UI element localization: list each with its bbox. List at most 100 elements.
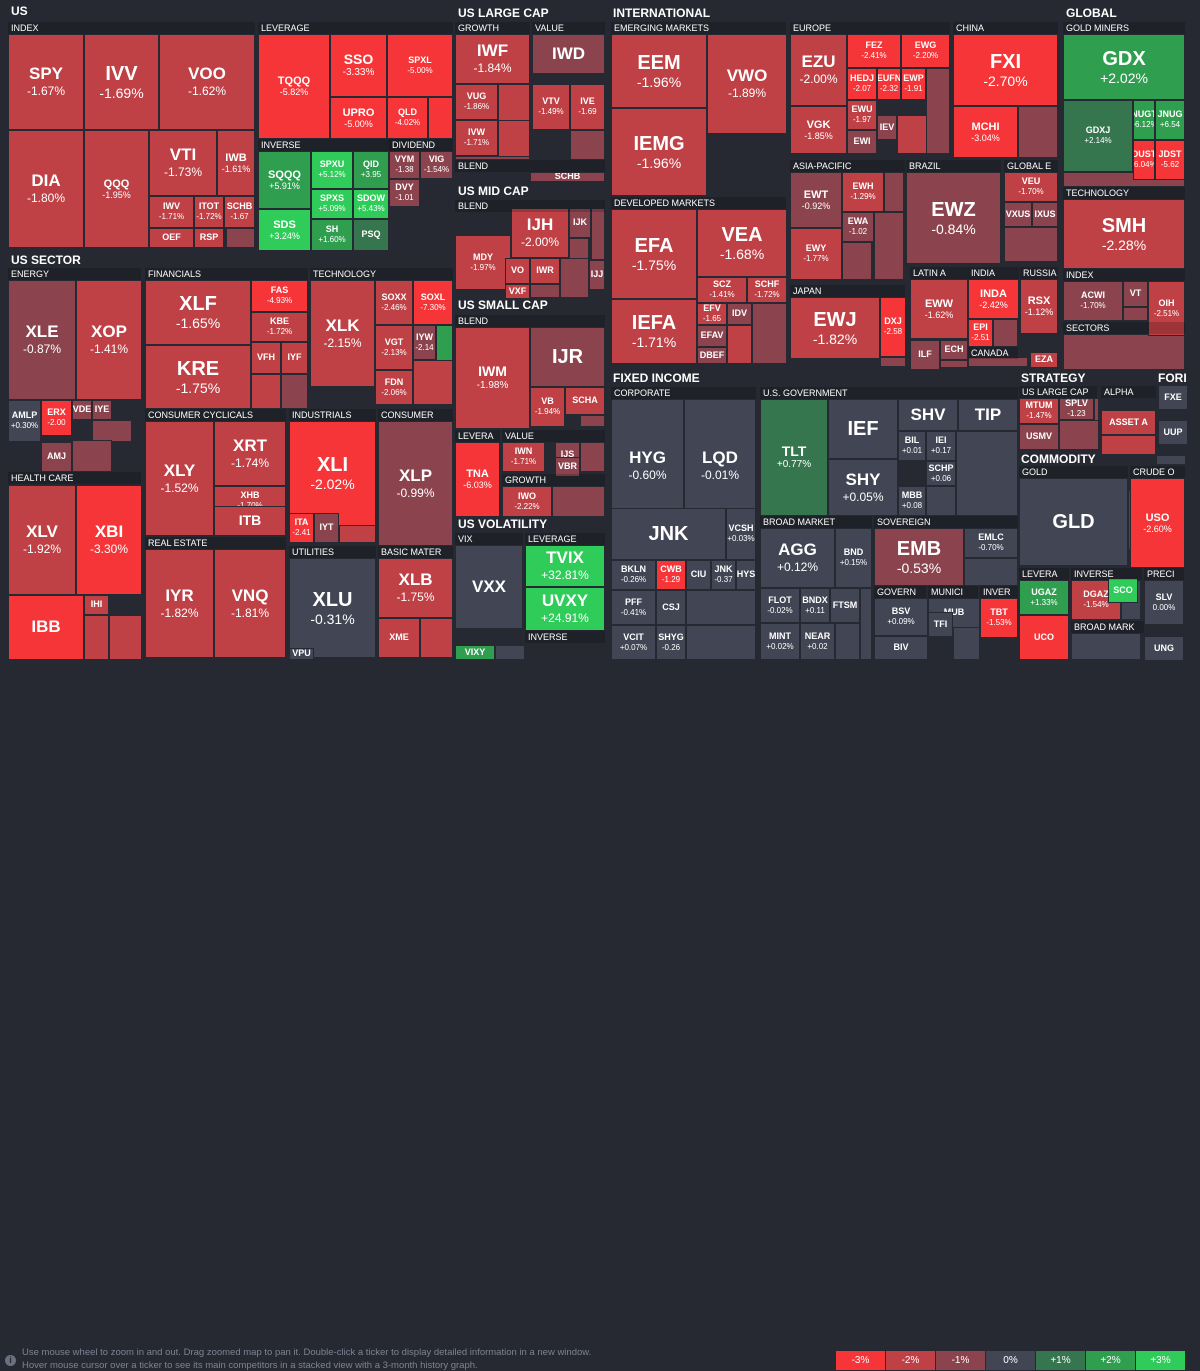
ticker-tile[interactable]: EFA -1.75% (611, 209, 697, 299)
ticker-tile[interactable]: IJH -2.00% (511, 208, 569, 258)
ticker-tile[interactable]: VWO -1.89% (707, 34, 787, 134)
ticker-tile[interactable]: IWV -1.71% (149, 196, 194, 228)
ticker-tile[interactable]: EFAV (697, 325, 727, 347)
small-ticker-cell[interactable] (884, 172, 904, 212)
ticker-tile[interactable]: ILF (910, 340, 940, 370)
ticker-tile[interactable]: BND +0.15% (835, 528, 872, 588)
ticker-tile[interactable]: MBB +0.08 (898, 486, 926, 516)
small-ticker-cell[interactable] (109, 615, 142, 660)
ticker-tile[interactable]: JDST -5.62 (1155, 140, 1185, 180)
small-ticker-cell[interactable] (842, 242, 872, 280)
ticker-tile[interactable]: IEI +0.17 (926, 431, 956, 461)
ticker-tile[interactable]: XBI -3.30% (76, 485, 142, 595)
ticker-tile[interactable]: SPY -1.67% (8, 34, 84, 130)
ticker-tile[interactable]: XLU -0.31% (289, 558, 376, 658)
small-ticker-cell[interactable] (413, 360, 453, 405)
ticker-tile[interactable]: VIXY (455, 645, 495, 660)
ticker-tile[interactable]: FXE (1158, 385, 1188, 410)
ticker-tile[interactable]: ACWI -1.70% (1063, 281, 1123, 321)
ticker-tile[interactable]: SLV 0.00% (1144, 580, 1184, 625)
ticker-tile[interactable]: QID +3.95 (353, 151, 389, 189)
small-ticker-cell[interactable] (251, 374, 281, 409)
ticker-tile[interactable]: SPLV -1.23 (1059, 398, 1094, 420)
small-ticker-cell[interactable] (727, 325, 752, 364)
ticker-tile[interactable]: SCHA (565, 387, 605, 415)
ticker-tile[interactable]: UCO (1019, 615, 1069, 660)
ticker-tile[interactable]: XLP -0.99% (378, 421, 453, 546)
ticker-tile[interactable]: EWW -1.62% (910, 279, 968, 339)
ticker-tile[interactable]: BIL +0.01 (898, 431, 926, 461)
ticker-tile[interactable]: SDS +3.24% (258, 209, 311, 251)
small-ticker-cell[interactable] (72, 440, 112, 472)
ticker-tile[interactable]: VFH (251, 342, 281, 374)
ticker-tile[interactable]: IWR (530, 258, 560, 284)
small-ticker-cell[interactable] (580, 442, 605, 472)
ticker-tile[interactable]: XLY -1.52% (145, 421, 214, 536)
ticker-tile[interactable]: EEM -1.96% (611, 34, 707, 108)
small-ticker-cell[interactable] (686, 625, 756, 660)
ticker-tile[interactable]: INDA -2.42% (968, 279, 1019, 319)
ticker-tile[interactable]: EZU -2.00% (790, 34, 847, 106)
ticker-tile[interactable]: TNA -6.03% (455, 442, 500, 517)
ticker-tile[interactable]: UUP (1158, 420, 1188, 445)
ticker-tile[interactable]: IVE -1.69 (570, 84, 605, 130)
ticker-tile[interactable]: AGG +0.12% (760, 528, 835, 588)
ticker-tile[interactable]: SSO -3.33% (330, 34, 387, 97)
ticker-tile[interactable]: BSV +0.09% (874, 598, 928, 636)
ticker-tile[interactable]: SHY +0.05% (828, 459, 898, 516)
ticker-tile[interactable]: EWI (847, 130, 877, 154)
ticker-tile[interactable]: VPU (289, 648, 314, 660)
legend-item[interactable]: -2% (886, 1351, 935, 1370)
ticker-tile[interactable]: VYM -1.38 (389, 151, 420, 179)
ticker-tile[interactable]: FLOT -0.02% (760, 588, 800, 623)
ticker-tile[interactable]: VXX (455, 545, 523, 629)
ticker-tile[interactable]: IEFA -1.71% (611, 299, 697, 364)
small-ticker-cell[interactable] (1018, 106, 1058, 158)
ticker-tile[interactable]: SHV (898, 399, 958, 431)
ticker-tile[interactable]: IJR (530, 327, 605, 387)
ticker-tile[interactable]: IXUS (1032, 202, 1058, 227)
ticker-tile[interactable]: EWU -1.97 (847, 100, 877, 130)
small-ticker-cell[interactable] (1071, 633, 1141, 660)
ticker-tile[interactable]: XLV -1.92% (8, 485, 76, 595)
small-ticker-cell[interactable] (1123, 307, 1148, 321)
ticker-tile[interactable]: DUST-6.04% (1133, 140, 1155, 180)
ticker-tile[interactable]: GDX +2.02% (1063, 34, 1185, 100)
ticker-tile[interactable]: UPRO -5.00% (330, 97, 387, 139)
ticker-tile[interactable]: VEA -1.68% (697, 209, 787, 277)
legend-item[interactable]: +3% (1136, 1351, 1185, 1370)
ticker-tile[interactable]: SOXL -7.30% (413, 280, 453, 325)
ticker-tile[interactable]: VXF (505, 284, 530, 299)
ticker-tile[interactable]: XOP -1.41% (76, 280, 142, 400)
ticker-tile[interactable]: MCHI -3.04% (953, 106, 1018, 158)
legend-item[interactable]: +1% (1036, 1351, 1085, 1370)
ticker-tile[interactable]: HYS (736, 560, 756, 590)
ticker-tile[interactable]: IYW -2.14 (413, 325, 436, 360)
ticker-tile[interactable]: IYE (92, 400, 112, 420)
small-ticker-cell[interactable] (591, 208, 605, 260)
ticker-tile[interactable]: DBEF (697, 347, 727, 364)
ticker-tile[interactable]: NUGT+6.12% (1133, 100, 1155, 140)
small-ticker-cell[interactable] (686, 590, 756, 625)
ticker-tile[interactable]: FEZ -2.41% (847, 34, 901, 68)
ticker-tile[interactable]: SPXS +5.09% (311, 189, 353, 219)
small-ticker-cell[interactable] (530, 284, 560, 298)
small-ticker-cell[interactable] (420, 618, 453, 658)
ticker-tile[interactable]: VBR (555, 457, 580, 477)
ticker-tile[interactable]: SOXX -2.46% (375, 280, 413, 325)
ticker-tile[interactable]: XLF -1.65% (145, 280, 251, 345)
ticker-tile[interactable]: IEF (828, 399, 898, 459)
ticker-tile[interactable]: QLD -4.02% (387, 97, 428, 139)
ticker-tile[interactable]: USO -2.60% (1130, 478, 1185, 568)
ticker-tile[interactable]: SCHF -1.72% (747, 277, 787, 303)
ticker-tile[interactable]: ITB (214, 506, 286, 536)
ticker-tile[interactable]: ASSET A (1101, 410, 1156, 435)
ticker-tile[interactable]: IWM -1.98% (455, 327, 530, 429)
ticker-tile[interactable]: VB -1.94% (530, 387, 565, 427)
ticker-tile[interactable]: SPXU +5.12% (311, 151, 353, 189)
small-ticker-cell[interactable] (1059, 420, 1099, 450)
ticker-tile[interactable]: VO (505, 258, 530, 284)
small-ticker-cell[interactable] (897, 115, 927, 154)
ticker-tile[interactable]: FAS -4.93% (251, 280, 308, 312)
ticker-tile[interactable]: SCHP +0.06 (926, 461, 956, 486)
